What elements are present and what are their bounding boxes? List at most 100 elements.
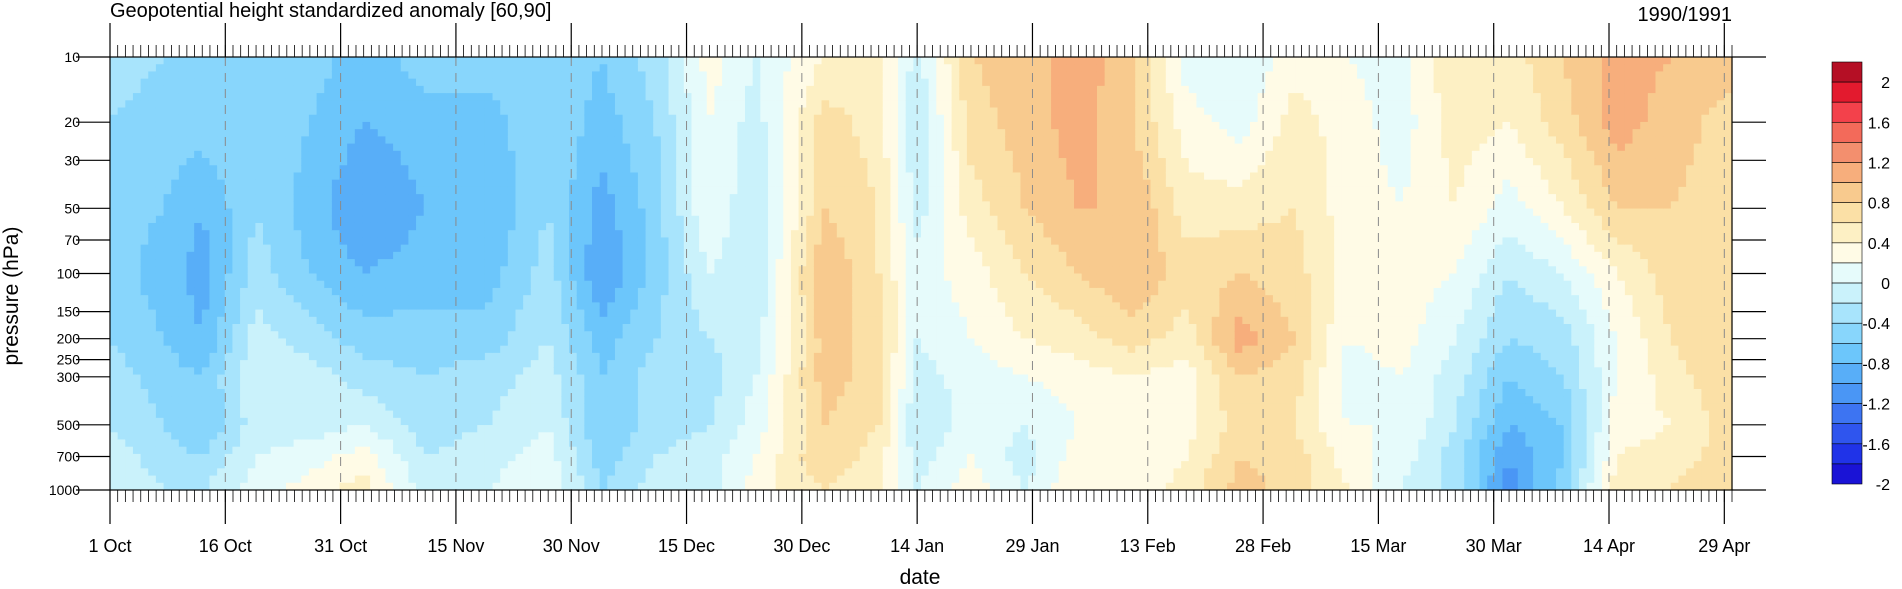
anomaly-cell bbox=[232, 251, 241, 260]
anomaly-cell bbox=[232, 194, 241, 202]
anomaly-cell bbox=[308, 114, 318, 123]
anomaly-cell bbox=[614, 107, 624, 116]
anomaly-cell bbox=[722, 251, 731, 260]
anomaly-cell bbox=[438, 100, 448, 109]
anomaly-cell bbox=[676, 446, 685, 455]
anomaly-cell bbox=[630, 396, 639, 404]
anomaly-cell bbox=[331, 417, 341, 426]
anomaly-cell bbox=[530, 150, 540, 159]
anomaly-cell bbox=[178, 417, 188, 426]
anomaly-cell bbox=[217, 432, 226, 441]
anomaly-cell bbox=[140, 381, 149, 390]
anomaly-cell bbox=[270, 266, 279, 275]
anomaly-cell bbox=[316, 352, 325, 361]
anomaly-cell bbox=[423, 345, 432, 354]
anomaly-cell bbox=[385, 396, 394, 404]
anomaly-cell bbox=[546, 374, 555, 383]
anomaly-cell bbox=[201, 71, 211, 80]
anomaly-cell bbox=[155, 114, 165, 123]
anomaly-cell bbox=[354, 273, 364, 282]
anomaly-cell bbox=[285, 100, 295, 109]
anomaly-cell bbox=[729, 78, 738, 87]
anomaly-cell bbox=[461, 381, 471, 390]
anomaly-cell bbox=[308, 194, 318, 202]
anomaly-cell bbox=[530, 280, 540, 289]
anomaly-cell bbox=[745, 143, 754, 152]
anomaly-cell bbox=[194, 121, 203, 130]
anomaly-cell bbox=[500, 453, 509, 462]
anomaly-cell bbox=[530, 186, 540, 195]
anomaly-cell bbox=[140, 93, 149, 101]
anomaly-cell bbox=[362, 222, 371, 231]
anomaly-cell bbox=[446, 461, 455, 469]
anomaly-cell bbox=[347, 309, 356, 318]
anomaly-cell bbox=[125, 316, 134, 325]
anomaly-cell bbox=[660, 295, 670, 303]
anomaly-cell bbox=[515, 345, 524, 354]
anomaly-cell bbox=[461, 259, 471, 267]
anomaly-cell bbox=[316, 251, 325, 260]
anomaly-cell bbox=[316, 78, 325, 87]
anomaly-cell bbox=[178, 114, 188, 123]
anomaly-cell bbox=[217, 345, 226, 354]
anomaly-cell bbox=[370, 432, 379, 441]
anomaly-cell bbox=[209, 453, 218, 462]
anomaly-cell bbox=[347, 295, 356, 303]
anomaly-cell bbox=[454, 165, 463, 174]
anomaly-cell bbox=[263, 100, 272, 109]
anomaly-cell bbox=[178, 165, 188, 174]
anomaly-cell bbox=[148, 367, 157, 376]
anomaly-cell bbox=[155, 309, 165, 318]
anomaly-cell bbox=[592, 388, 601, 397]
anomaly-cell bbox=[637, 439, 647, 448]
anomaly-cell bbox=[331, 410, 341, 419]
anomaly-cell bbox=[584, 93, 593, 101]
anomaly-cell bbox=[324, 259, 333, 267]
anomaly-cell bbox=[660, 396, 670, 404]
anomaly-cell bbox=[668, 222, 677, 231]
anomaly-cell bbox=[614, 78, 624, 87]
anomaly-cell bbox=[400, 179, 409, 188]
anomaly-cell bbox=[737, 172, 746, 181]
anomaly-cell bbox=[622, 381, 631, 390]
anomaly-cell bbox=[316, 410, 325, 419]
anomaly-cell bbox=[423, 100, 432, 109]
anomaly-cell bbox=[301, 425, 310, 433]
anomaly-cell bbox=[477, 244, 486, 253]
anomaly-cell bbox=[393, 432, 402, 441]
anomaly-cell bbox=[339, 367, 348, 376]
anomaly-cell bbox=[523, 374, 532, 383]
anomaly-cell bbox=[132, 57, 142, 65]
anomaly-cell bbox=[301, 273, 310, 282]
anomaly-cell bbox=[278, 143, 287, 152]
anomaly-cell bbox=[416, 244, 425, 253]
anomaly-cell bbox=[737, 179, 746, 188]
anomaly-cell bbox=[140, 150, 149, 159]
anomaly-cell bbox=[370, 208, 379, 217]
anomaly-cell bbox=[377, 222, 387, 231]
anomaly-cell bbox=[507, 338, 517, 347]
anomaly-cell bbox=[683, 316, 693, 325]
anomaly-cell bbox=[255, 338, 264, 347]
anomaly-cell bbox=[745, 64, 754, 73]
anomaly-cell bbox=[507, 475, 517, 484]
anomaly-cell bbox=[354, 410, 364, 419]
anomaly-cell bbox=[224, 85, 234, 94]
anomaly-cell bbox=[592, 57, 601, 65]
anomaly-cell bbox=[209, 78, 218, 87]
anomaly-cell bbox=[140, 251, 149, 260]
anomaly-cell bbox=[653, 244, 662, 253]
anomaly-cell bbox=[614, 100, 624, 109]
anomaly-cell bbox=[263, 302, 272, 311]
anomaly-cell bbox=[492, 100, 501, 109]
anomaly-cell bbox=[507, 64, 517, 73]
anomaly-cell bbox=[630, 273, 639, 282]
anomaly-cell bbox=[224, 57, 234, 65]
anomaly-cell bbox=[240, 259, 249, 267]
anomaly-cell bbox=[224, 309, 234, 318]
anomaly-cell bbox=[316, 237, 325, 246]
anomaly-cell bbox=[737, 374, 746, 383]
anomaly-cell bbox=[263, 143, 272, 152]
anomaly-cell bbox=[507, 78, 517, 87]
anomaly-cell bbox=[553, 453, 562, 462]
